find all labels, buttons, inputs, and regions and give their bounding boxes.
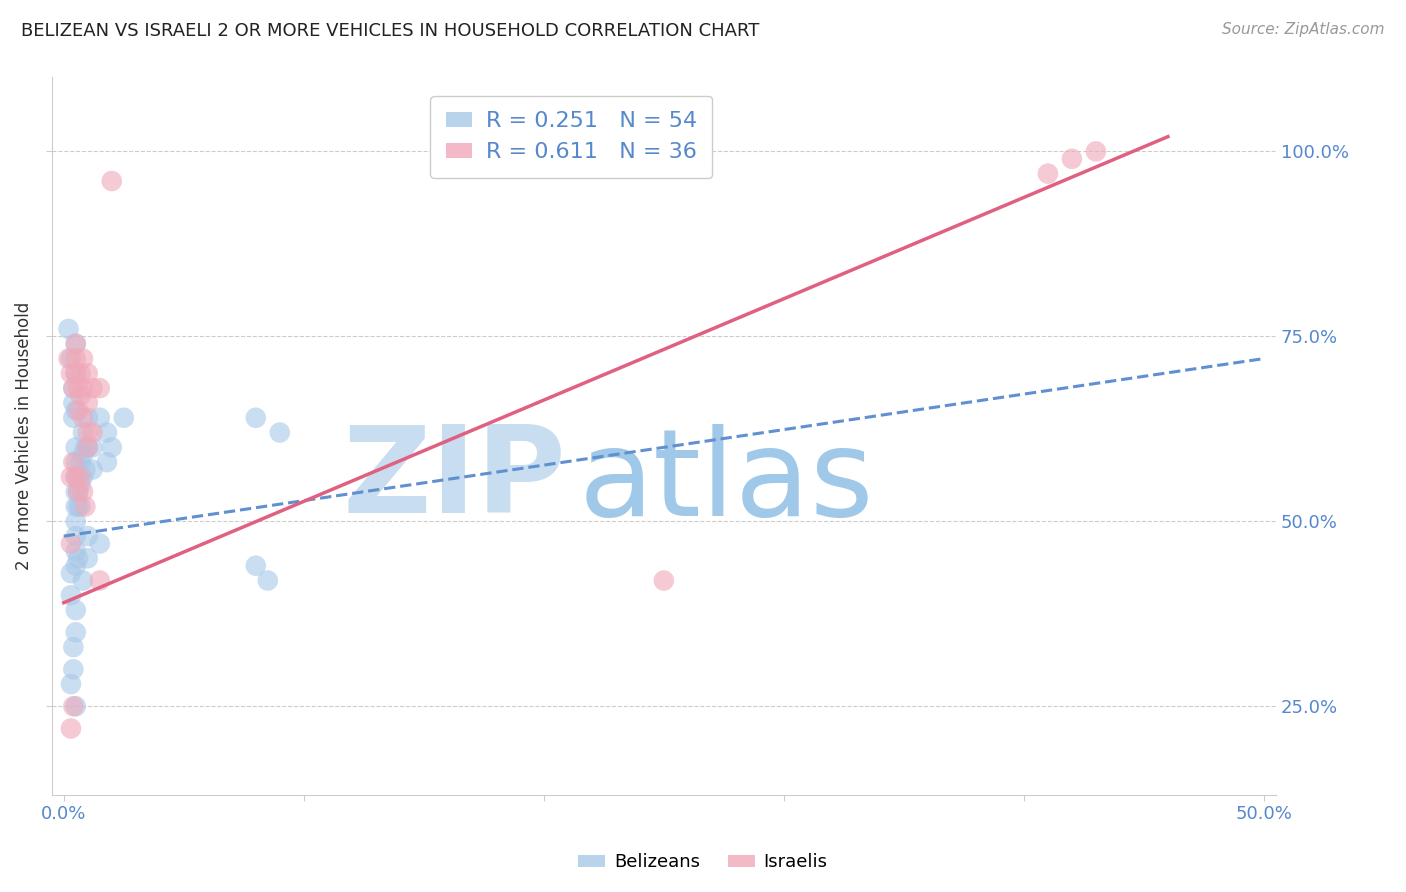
Point: [59, 722, 82, 736]
Point: [65, 699, 87, 714]
Point: [72, 448, 94, 462]
Point: [76, 396, 98, 410]
Point: [65, 625, 87, 640]
Point: [1060, 152, 1083, 166]
Point: [65, 336, 87, 351]
Point: [59, 351, 82, 366]
Point: [75, 500, 97, 514]
Point: [76, 441, 98, 455]
Point: [96, 425, 118, 440]
Legend: Belizeans, Israelis: Belizeans, Israelis: [571, 847, 835, 879]
Point: [72, 425, 94, 440]
Point: [75, 441, 97, 455]
Point: [62, 699, 84, 714]
Text: Source: ZipAtlas.com: Source: ZipAtlas.com: [1222, 22, 1385, 37]
Point: [76, 425, 98, 440]
Point: [65, 351, 87, 366]
Point: [72, 381, 94, 395]
Point: [67, 551, 90, 566]
Point: [59, 566, 82, 581]
Point: [65, 470, 87, 484]
Point: [89, 410, 111, 425]
Point: [62, 455, 84, 469]
Point: [89, 381, 111, 395]
Point: [76, 529, 98, 543]
Point: [76, 367, 98, 381]
Point: [82, 425, 104, 440]
Point: [65, 544, 87, 558]
Point: [100, 174, 122, 188]
Point: [67, 484, 90, 499]
Point: [59, 536, 82, 550]
Point: [62, 640, 84, 654]
Point: [82, 381, 104, 395]
Point: [62, 662, 84, 676]
Point: [62, 381, 84, 395]
Point: [72, 470, 94, 484]
Point: [62, 396, 84, 410]
Point: [72, 410, 94, 425]
Point: [69, 367, 91, 381]
Point: [69, 388, 91, 402]
Text: ZIP: ZIP: [342, 421, 567, 538]
Point: [59, 588, 82, 602]
Point: [1084, 145, 1107, 159]
Point: [59, 367, 82, 381]
Point: [59, 677, 82, 691]
Point: [112, 410, 135, 425]
Point: [69, 470, 91, 484]
Point: [72, 484, 94, 499]
Point: [89, 536, 111, 550]
Point: [65, 603, 87, 617]
Point: [62, 410, 84, 425]
Point: [652, 574, 675, 588]
Y-axis label: 2 or more Vehicles in Household: 2 or more Vehicles in Household: [15, 302, 32, 570]
Legend: R = 0.251   N = 54, R = 0.611   N = 36: R = 0.251 N = 54, R = 0.611 N = 36: [430, 95, 713, 178]
Point: [67, 403, 90, 417]
Point: [59, 470, 82, 484]
Point: [256, 574, 278, 588]
Point: [69, 500, 91, 514]
Point: [65, 514, 87, 528]
Point: [76, 441, 98, 455]
Point: [65, 441, 87, 455]
Point: [96, 455, 118, 469]
Point: [69, 455, 91, 469]
Point: [269, 425, 291, 440]
Point: [58, 322, 80, 336]
Point: [67, 381, 90, 395]
Point: [245, 558, 267, 573]
Point: [82, 462, 104, 476]
Point: [75, 462, 97, 476]
Point: [245, 410, 267, 425]
Point: [82, 441, 104, 455]
Text: BELIZEAN VS ISRAELI 2 OR MORE VEHICLES IN HOUSEHOLD CORRELATION CHART: BELIZEAN VS ISRAELI 2 OR MORE VEHICLES I…: [21, 22, 759, 40]
Text: atlas: atlas: [578, 425, 873, 541]
Point: [72, 574, 94, 588]
Point: [100, 441, 122, 455]
Point: [67, 470, 90, 484]
Point: [1036, 167, 1059, 181]
Point: [62, 381, 84, 395]
Point: [58, 351, 80, 366]
Point: [65, 470, 87, 484]
Point: [65, 529, 87, 543]
Point: [65, 403, 87, 417]
Point: [69, 477, 91, 491]
Point: [89, 574, 111, 588]
Point: [65, 558, 87, 573]
Point: [65, 367, 87, 381]
Point: [67, 484, 90, 499]
Point: [65, 484, 87, 499]
Point: [72, 351, 94, 366]
Point: [67, 500, 90, 514]
Point: [65, 336, 87, 351]
Point: [76, 551, 98, 566]
Point: [76, 410, 98, 425]
Point: [65, 367, 87, 381]
Point: [65, 455, 87, 469]
Point: [65, 500, 87, 514]
